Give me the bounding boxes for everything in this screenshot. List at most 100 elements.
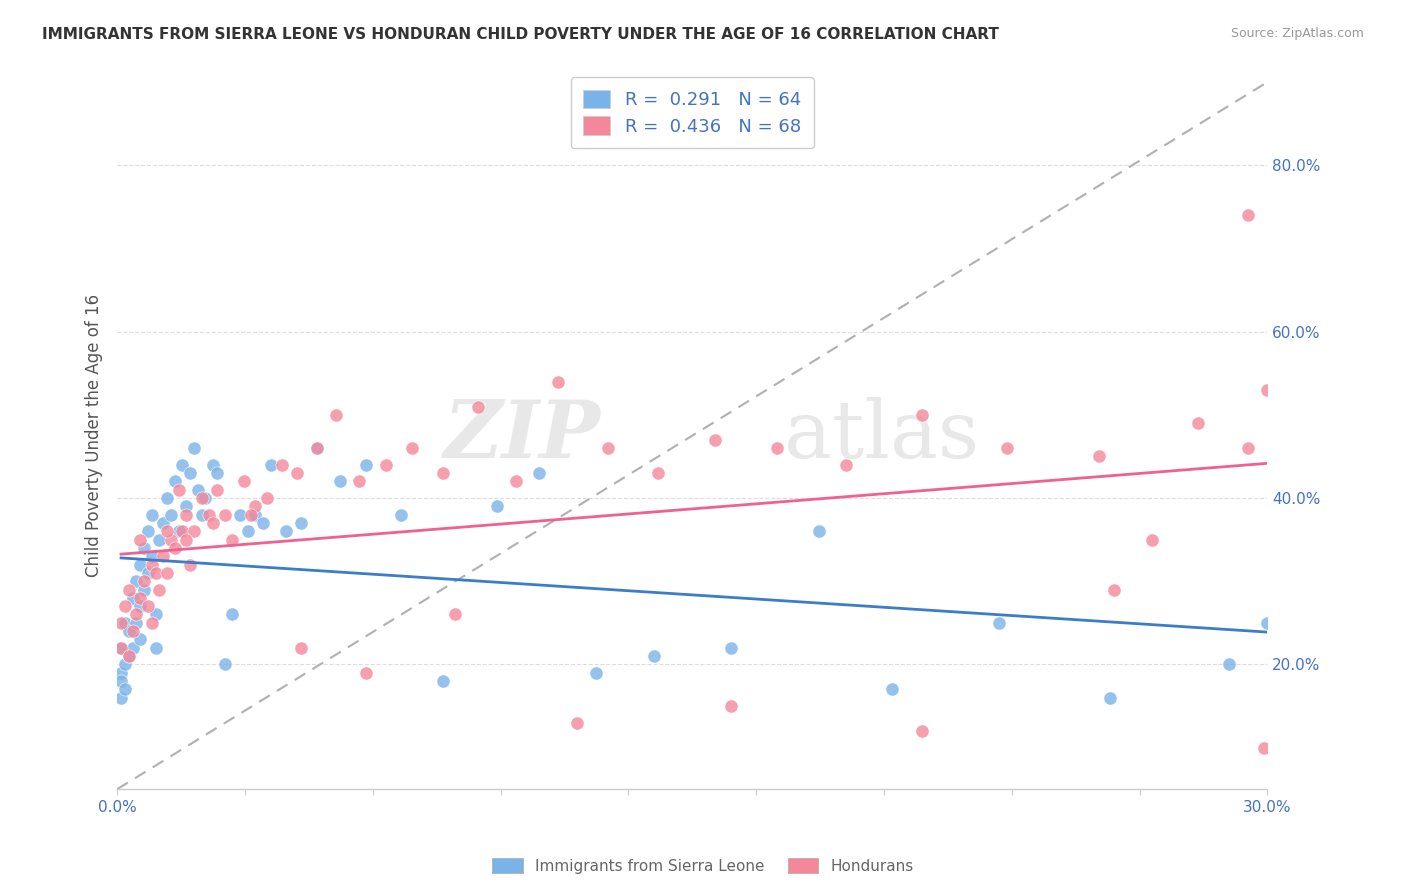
Point	[190, 508, 212, 522]
Point	[174, 508, 197, 522]
Point	[329, 475, 352, 489]
Point	[136, 566, 159, 580]
Point	[214, 508, 236, 522]
Point	[132, 541, 155, 555]
Point	[356, 458, 378, 472]
Point	[110, 690, 132, 705]
Point	[136, 599, 159, 614]
Point	[141, 558, 163, 572]
Point	[160, 508, 183, 522]
Point	[287, 466, 309, 480]
Point	[202, 516, 225, 530]
Point	[110, 673, 132, 688]
Point	[256, 491, 278, 505]
Point	[305, 441, 328, 455]
Point	[125, 607, 148, 622]
Point	[160, 533, 183, 547]
Point	[1253, 740, 1275, 755]
Point	[443, 607, 465, 622]
Point	[1218, 657, 1240, 672]
Point	[121, 591, 143, 605]
Point	[205, 466, 228, 480]
Point	[118, 582, 141, 597]
Point	[240, 508, 263, 522]
Point	[121, 640, 143, 655]
Point	[547, 375, 569, 389]
Point	[114, 682, 136, 697]
Point	[148, 533, 170, 547]
Point	[236, 524, 259, 539]
Point	[1102, 582, 1125, 597]
Point	[485, 500, 508, 514]
Point	[1142, 533, 1164, 547]
Point	[152, 549, 174, 564]
Point	[232, 475, 254, 489]
Point	[136, 524, 159, 539]
Point	[145, 607, 167, 622]
Point	[389, 508, 412, 522]
Point	[129, 599, 152, 614]
Text: Source: ZipAtlas.com: Source: ZipAtlas.com	[1230, 27, 1364, 40]
Point	[187, 483, 209, 497]
Point	[245, 508, 267, 522]
Point	[163, 475, 186, 489]
Point	[172, 458, 194, 472]
Point	[205, 483, 228, 497]
Point	[505, 475, 527, 489]
Point	[141, 508, 163, 522]
Point	[1237, 441, 1260, 455]
Point	[110, 640, 132, 655]
Point	[643, 648, 665, 663]
Point	[141, 549, 163, 564]
Point	[179, 558, 201, 572]
Point	[401, 441, 423, 455]
Point	[114, 615, 136, 630]
Text: IMMIGRANTS FROM SIERRA LEONE VS HONDURAN CHILD POVERTY UNDER THE AGE OF 16 CORRE: IMMIGRANTS FROM SIERRA LEONE VS HONDURAN…	[42, 27, 1000, 42]
Point	[183, 524, 205, 539]
Point	[1099, 690, 1122, 705]
Point	[245, 500, 267, 514]
Point	[156, 524, 179, 539]
Point	[156, 566, 179, 580]
Point	[995, 441, 1018, 455]
Point	[129, 591, 152, 605]
Point	[118, 624, 141, 639]
Point	[1256, 383, 1278, 397]
Point	[202, 458, 225, 472]
Point	[129, 558, 152, 572]
Point	[988, 615, 1011, 630]
Point	[172, 524, 194, 539]
Point	[911, 723, 934, 738]
Point	[129, 533, 152, 547]
Point	[347, 475, 370, 489]
Point	[132, 574, 155, 589]
Point	[174, 533, 197, 547]
Point	[290, 516, 312, 530]
Point	[704, 433, 727, 447]
Point	[647, 466, 669, 480]
Point	[110, 640, 132, 655]
Point	[221, 533, 243, 547]
Point	[596, 441, 619, 455]
Point	[432, 466, 454, 480]
Point	[156, 491, 179, 505]
Point	[167, 483, 190, 497]
Point	[834, 458, 856, 472]
Point	[807, 524, 830, 539]
Point	[118, 648, 141, 663]
Point	[274, 524, 297, 539]
Point	[880, 682, 903, 697]
Point	[252, 516, 274, 530]
Point	[214, 657, 236, 672]
Point	[720, 698, 742, 713]
Point	[110, 615, 132, 630]
Point	[198, 508, 221, 522]
Text: ZIP: ZIP	[443, 397, 600, 475]
Point	[911, 408, 934, 422]
Point	[163, 541, 186, 555]
Point	[1087, 450, 1109, 464]
Point	[325, 408, 347, 422]
Point	[374, 458, 396, 472]
Point	[1237, 208, 1260, 222]
Legend: R =  0.291   N = 64, R =  0.436   N = 68: R = 0.291 N = 64, R = 0.436 N = 68	[571, 77, 814, 148]
